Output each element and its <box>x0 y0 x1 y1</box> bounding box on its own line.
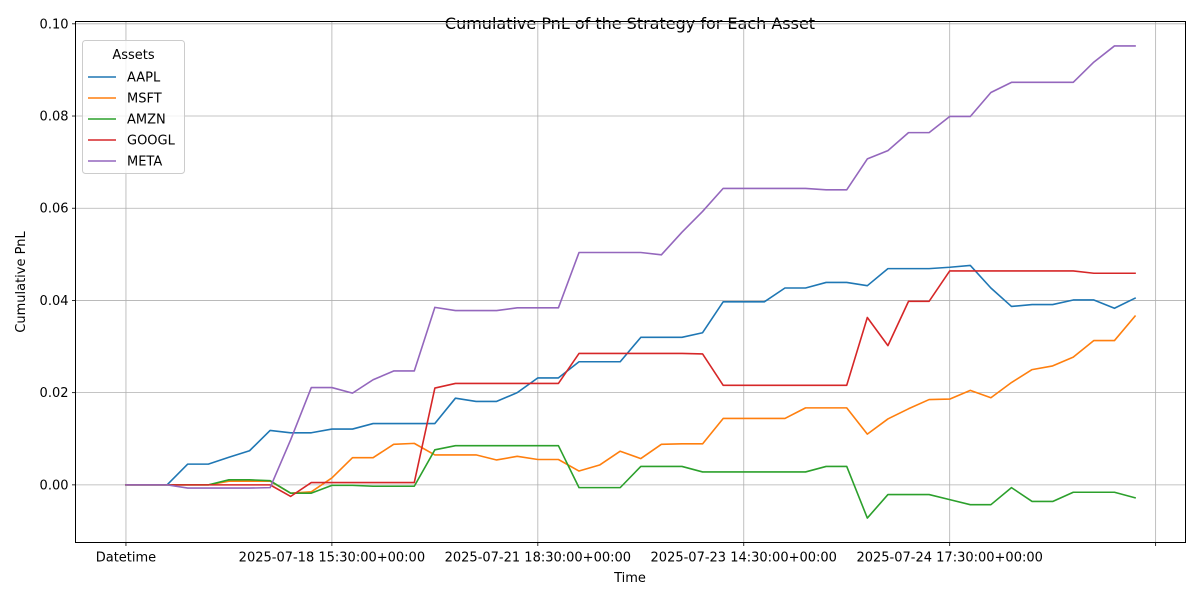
tick-layer: Datetime 2025-07-18 15:30:00+00:00 2025-07… <box>40 17 1157 566</box>
series-layer <box>125 45 1137 519</box>
series-line-meta <box>125 45 1136 489</box>
legend-label-msft: MSFT <box>127 92 162 107</box>
legend: Assets AAPL MSFT AMZN GOOGL META <box>82 40 185 174</box>
legend-label-googl: GOOGL <box>127 134 176 149</box>
y-tick-label: 0.08 <box>40 110 69 125</box>
legend-label-amzn: AMZN <box>127 113 166 128</box>
x-axis-label: Time <box>613 571 646 586</box>
series-line-msft <box>125 314 1137 494</box>
y-tick-label: 0.00 <box>40 478 69 493</box>
x-tick-label: 2025-07-21 18:30:00+00:00 <box>445 551 631 566</box>
x-tick-label: Datetime <box>96 551 156 566</box>
y-axis-label: Cumulative PnL <box>14 231 29 333</box>
legend-title: Assets <box>112 48 155 63</box>
x-tick-label: 2025-07-18 15:30:00+00:00 <box>239 551 425 566</box>
y-tick-label: 0.04 <box>40 294 69 309</box>
series-line-aapl <box>125 264 1137 486</box>
grid-layer <box>75 21 1186 543</box>
x-tick-label: 2025-07-24 17:30:00+00:00 <box>856 551 1042 566</box>
series-line-googl <box>125 270 1136 498</box>
legend-label-aapl: AAPL <box>127 71 161 86</box>
series-line-amzn <box>125 444 1137 519</box>
x-tick-label: 2025-07-23 14:30:00+00:00 <box>651 551 837 566</box>
y-tick-label: 0.02 <box>40 386 69 401</box>
y-tick-label: 0.06 <box>40 202 69 217</box>
y-tick-label: 0.10 <box>40 17 69 32</box>
plot-frame <box>75 21 1186 543</box>
legend-label-meta: META <box>127 155 162 170</box>
